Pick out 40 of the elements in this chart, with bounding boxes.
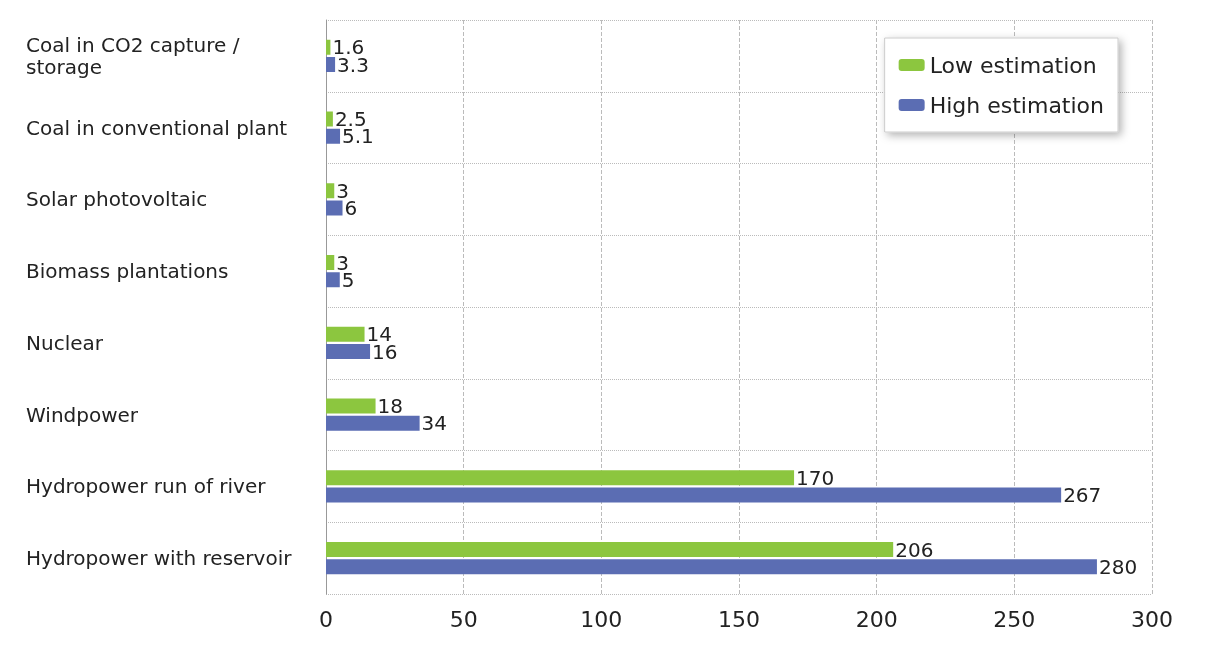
x-tick-label: 250 <box>993 606 1036 632</box>
y-tick-label: Coal in CO2 capture /storage <box>26 32 240 79</box>
data-label: 280 <box>1098 554 1138 579</box>
bar <box>326 272 340 288</box>
data-label: 3 <box>336 178 349 203</box>
data-label: 267 <box>1063 483 1102 507</box>
x-tick-label: 0 <box>319 606 333 632</box>
y-tick-label: Coal in conventional plant <box>26 115 288 140</box>
bar <box>326 415 420 431</box>
bar <box>326 344 371 359</box>
bar <box>326 111 333 127</box>
bar <box>326 470 795 486</box>
bar <box>326 57 336 72</box>
bar <box>326 39 331 55</box>
bar <box>326 128 341 144</box>
y-tick-label: Windpower <box>26 402 139 427</box>
y-tick-label: Hydropower with reservoir <box>26 546 293 571</box>
legend-label: High estimation <box>929 92 1105 118</box>
legend-label: Low estimation <box>929 52 1097 78</box>
data-label: 34 <box>421 411 448 436</box>
x-tick-label: 50 <box>449 606 478 632</box>
x-tick-label: 100 <box>580 606 623 632</box>
y-tick-label: Solar photovoltaic <box>26 187 208 212</box>
data-label: 170 <box>796 465 835 490</box>
y-tick-label: Biomass plantations <box>26 259 229 284</box>
bar <box>326 487 1062 503</box>
bar <box>326 183 335 199</box>
y-tick-label: Hydropower run of river <box>26 474 267 499</box>
bar <box>326 398 376 414</box>
bar <box>326 200 343 216</box>
bar <box>326 326 365 342</box>
bar <box>326 255 335 270</box>
bar <box>326 542 894 557</box>
bar <box>326 559 1097 575</box>
data-label: 206 <box>895 537 934 562</box>
data-label: 18 <box>377 394 404 418</box>
x-tick-label: 300 <box>1131 606 1173 632</box>
y-tick-label: Nuclear <box>26 330 104 355</box>
x-tick-label: 200 <box>855 606 898 632</box>
x-tick-label: 150 <box>718 606 760 632</box>
